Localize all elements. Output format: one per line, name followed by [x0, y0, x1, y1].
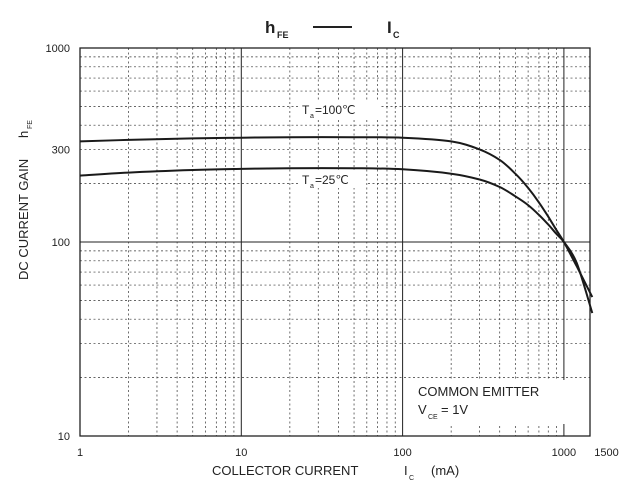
- series-label-100c-bg: [298, 100, 380, 118]
- series-label-25c-rest: =25℃: [315, 173, 349, 187]
- x-tick-label: 1500: [594, 447, 618, 459]
- x-axis-label-main: COLLECTOR CURRENT: [212, 463, 358, 478]
- y-axis-label-sub: FE: [27, 120, 34, 129]
- series-line-ta-100c: [79, 136, 594, 298]
- y-axis-label-symbol: h: [16, 131, 31, 138]
- note-bg: [414, 380, 566, 424]
- title-hfe-sub: FE: [277, 30, 289, 40]
- title-ic-sub: C: [393, 30, 400, 40]
- x-axis-label-sub: C: [409, 475, 414, 482]
- title-ic: I: [387, 18, 392, 37]
- y-axis-label: DC CURRENT GAIN h FE: [16, 120, 34, 280]
- x-tick-label: 100: [393, 447, 411, 459]
- series-label-25c: T a =25℃: [298, 170, 366, 190]
- x-tick-label: 1000: [552, 447, 576, 459]
- tick-labels: 1 10 100 1000 1500 10 100 300 1000: [46, 43, 619, 459]
- series-label-25c-sub: a: [310, 183, 314, 190]
- x-tick-label: 10: [235, 447, 247, 459]
- x-axis-label-unit: (mA): [431, 463, 459, 478]
- note-line2-main: V: [418, 402, 427, 417]
- title-hfe: h: [265, 18, 275, 37]
- series-label-25c-bg: [298, 170, 366, 188]
- x-tick-label: 1: [77, 447, 83, 459]
- series-line-ta-25c: [79, 167, 594, 314]
- note-line2-sub: CE: [428, 414, 438, 421]
- x-axis-label: COLLECTOR CURRENT I C (mA): [212, 463, 459, 482]
- y-tick-label: 300: [52, 144, 70, 156]
- y-axis-label-main: DC CURRENT GAIN: [16, 159, 31, 280]
- series-label-100c: T a =100℃: [298, 100, 380, 120]
- major-grid: [80, 48, 590, 436]
- y-tick-label: 1000: [46, 43, 70, 55]
- common-emitter-note: COMMON EMITTER V CE = 1V: [414, 380, 566, 424]
- plot-frame: [79, 47, 591, 437]
- y-tick-label: 10: [58, 431, 70, 443]
- x-axis-label-symbol: I: [404, 463, 408, 478]
- series-label-100c-sub: a: [310, 113, 314, 120]
- y-tick-label: 100: [52, 237, 70, 249]
- series-label-100c-rest: =100℃: [315, 103, 356, 117]
- series-lines: [79, 136, 594, 314]
- series-label-100c-main: T: [302, 103, 310, 117]
- chart-title: h FE I C: [265, 18, 400, 40]
- series-label-25c-main: T: [302, 173, 310, 187]
- note-line2-rest: = 1V: [441, 402, 468, 417]
- note-line1: COMMON EMITTER: [418, 384, 539, 399]
